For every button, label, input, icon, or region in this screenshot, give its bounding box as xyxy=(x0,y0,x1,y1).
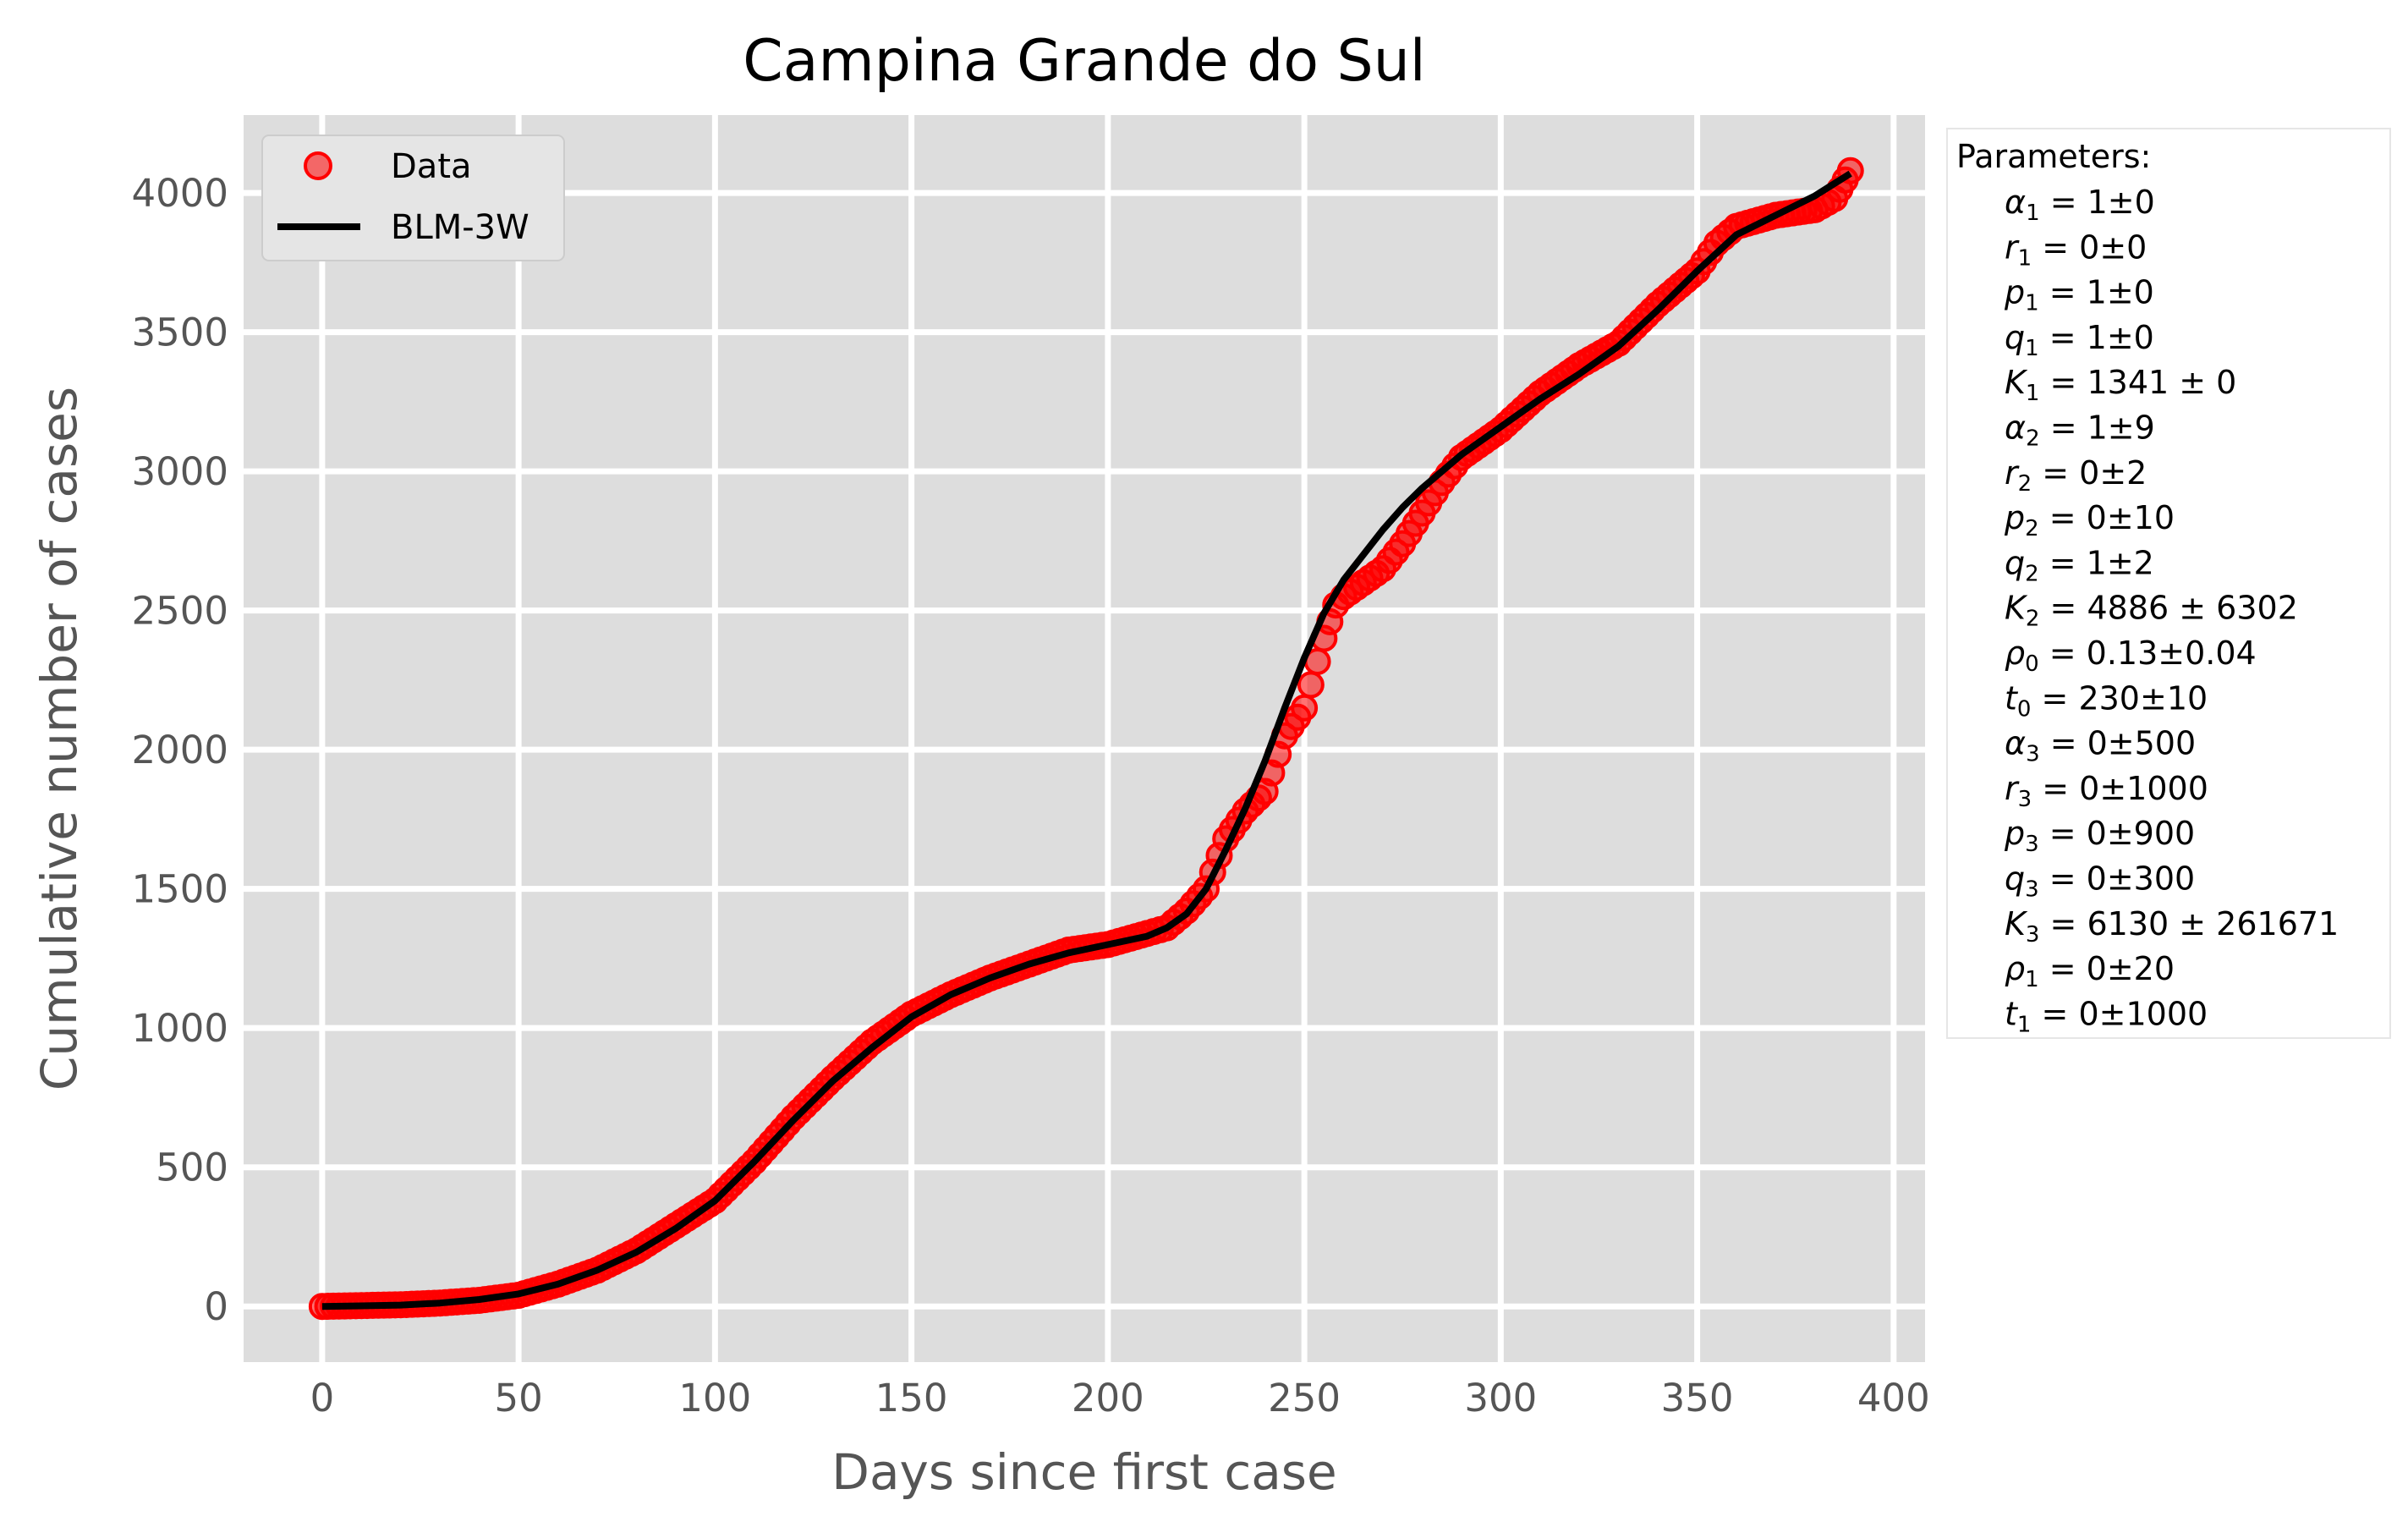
x-tick-label: 300 xyxy=(1464,1376,1537,1420)
x-tick-labels: 0 50 100 150 200 250 300 350 400 xyxy=(310,1376,1930,1420)
x-tick-label: 0 xyxy=(310,1376,335,1420)
legend-label-data: Data xyxy=(391,147,472,186)
parameter-line: r2 = 0±2 xyxy=(2005,454,2147,497)
y-axis-label: Cumulative number of cases xyxy=(30,387,88,1091)
data-point-fill xyxy=(1297,671,1325,699)
data-point xyxy=(1291,694,1319,722)
parameter-line: r1 = 0±0 xyxy=(2005,228,2147,271)
y-tick-label: 4000 xyxy=(131,171,228,216)
y-tick-label: 500 xyxy=(156,1146,228,1190)
parameter-line: α1 = 1±0 xyxy=(2005,184,2155,226)
parameter-line: K3 = 6130 ± 261671 xyxy=(2005,905,2339,948)
y-tick-label: 1500 xyxy=(131,867,228,912)
x-tick-label: 50 xyxy=(495,1376,543,1420)
x-tick-label: 400 xyxy=(1857,1376,1930,1420)
x-tick-label: 250 xyxy=(1268,1376,1341,1420)
parameter-line: t1 = 0±1000 xyxy=(2005,995,2208,1037)
x-tick-label: 100 xyxy=(678,1376,751,1420)
parameter-line: q2 = 1±2 xyxy=(2005,544,2154,586)
x-tick-label: 200 xyxy=(1072,1376,1144,1420)
y-tick-labels: 0 500 1000 1500 2000 2500 3000 3500 4000 xyxy=(131,171,228,1329)
parameter-line: ρ0 = 0.13±0.04 xyxy=(2005,635,2257,677)
y-tick-label: 3500 xyxy=(131,310,228,355)
parameter-line: α2 = 1±9 xyxy=(2005,409,2155,452)
parameter-line: p2 = 0±10 xyxy=(2004,499,2175,541)
y-tick-label: 2500 xyxy=(131,589,228,634)
chart-title: Campina Grande do Sul xyxy=(743,28,1425,95)
y-tick-label: 2000 xyxy=(131,728,228,772)
legend-marker-data xyxy=(304,151,332,180)
parameter-line: q1 = 1±0 xyxy=(2005,319,2154,361)
series-line-blm-3w xyxy=(321,170,1852,1310)
parameter-line: q3 = 0±300 xyxy=(2005,860,2195,903)
parameters-heading: Parameters: xyxy=(1956,138,2151,175)
parameter-lines: α1 = 1±0r1 = 0±0p1 = 1±0q1 = 1±0K1 = 134… xyxy=(2004,184,2339,1037)
y-tick-label: 3000 xyxy=(131,449,228,494)
parameters-frame xyxy=(1946,128,2391,1039)
parameter-line: p3 = 0±900 xyxy=(2004,815,2195,857)
parameter-line: t0 = 230±10 xyxy=(2005,679,2208,722)
x-tick-label: 150 xyxy=(875,1376,948,1420)
legend: Data BLM-3W xyxy=(261,135,565,261)
parameter-line: p1 = 1±0 xyxy=(2004,274,2154,316)
parameter-line: K2 = 4886 ± 6302 xyxy=(2005,590,2298,632)
x-tick-label: 350 xyxy=(1661,1376,1734,1420)
parameter-line: ρ1 = 0±20 xyxy=(2005,950,2175,992)
y-tick-label: 1000 xyxy=(131,1006,228,1051)
x-axis-label: Days since first case xyxy=(831,1443,1336,1501)
parameters-box: Parameters: α1 = 1±0r1 = 0±0p1 = 1±0q1 =… xyxy=(1946,128,2391,1039)
x-gridlines xyxy=(319,115,1897,1362)
y-tick-label: 0 xyxy=(204,1284,228,1329)
legend-label-blm-3w: BLM-3W xyxy=(391,208,529,247)
parameter-line: α3 = 0±500 xyxy=(2005,725,2196,767)
parameter-line: r3 = 0±1000 xyxy=(2005,770,2208,812)
parameter-line: K1 = 1341 ± 0 xyxy=(2005,364,2236,406)
